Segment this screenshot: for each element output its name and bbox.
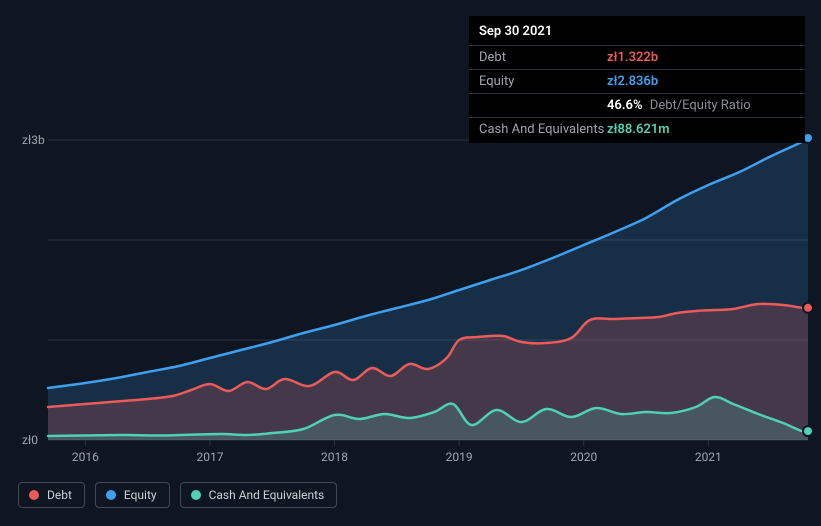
legend-item-debt[interactable]: Debt bbox=[18, 482, 85, 508]
legend-item-equity[interactable]: Equity bbox=[95, 482, 170, 508]
tooltip-row-label bbox=[479, 98, 607, 113]
x-axis-label: 2017 bbox=[196, 450, 223, 464]
tooltip-row-value: zł2.836b bbox=[607, 74, 658, 89]
tooltip-date: Sep 30 2021 bbox=[469, 18, 805, 45]
tooltip-row: Equityzł2.836b bbox=[469, 69, 805, 93]
x-axis-label: 2018 bbox=[321, 450, 348, 464]
legend-swatch bbox=[106, 490, 116, 500]
tooltip-row-label: Equity bbox=[479, 74, 607, 89]
tooltip-row-label: Debt bbox=[479, 50, 607, 65]
x-axis-label: 2016 bbox=[72, 450, 99, 464]
tooltip-row-value: 46.6% Debt/Equity Ratio bbox=[607, 98, 751, 113]
tooltip-row: 46.6% Debt/Equity Ratio bbox=[469, 93, 805, 117]
legend-label: Cash And Equivalents bbox=[209, 488, 325, 502]
tooltip-row: Cash And Equivalentszł88.621m bbox=[469, 117, 805, 141]
legend-swatch bbox=[191, 490, 201, 500]
y-axis-label: zł0 bbox=[22, 433, 38, 447]
tooltip-row-value: zł88.621m bbox=[607, 122, 670, 137]
legend-item-cash-and-equivalents[interactable]: Cash And Equivalents bbox=[180, 482, 338, 508]
x-axis-label: 2021 bbox=[695, 450, 722, 464]
x-axis-label: 2019 bbox=[446, 450, 473, 464]
tooltip-row-label: Cash And Equivalents bbox=[479, 122, 607, 137]
legend-swatch bbox=[29, 490, 39, 500]
tooltip-row: Debtzł1.322b bbox=[469, 45, 805, 69]
x-axis-label: 2020 bbox=[570, 450, 597, 464]
legend-label: Equity bbox=[124, 488, 157, 502]
legend-label: Debt bbox=[47, 488, 72, 502]
y-axis-label: zł3b bbox=[22, 133, 45, 147]
legend: Debt Equity Cash And Equivalents bbox=[18, 482, 337, 508]
tooltip-panel: Sep 30 2021 Debtzł1.322bEquityzł2.836b46… bbox=[469, 16, 805, 143]
tooltip-row-value: zł1.322b bbox=[607, 50, 658, 65]
